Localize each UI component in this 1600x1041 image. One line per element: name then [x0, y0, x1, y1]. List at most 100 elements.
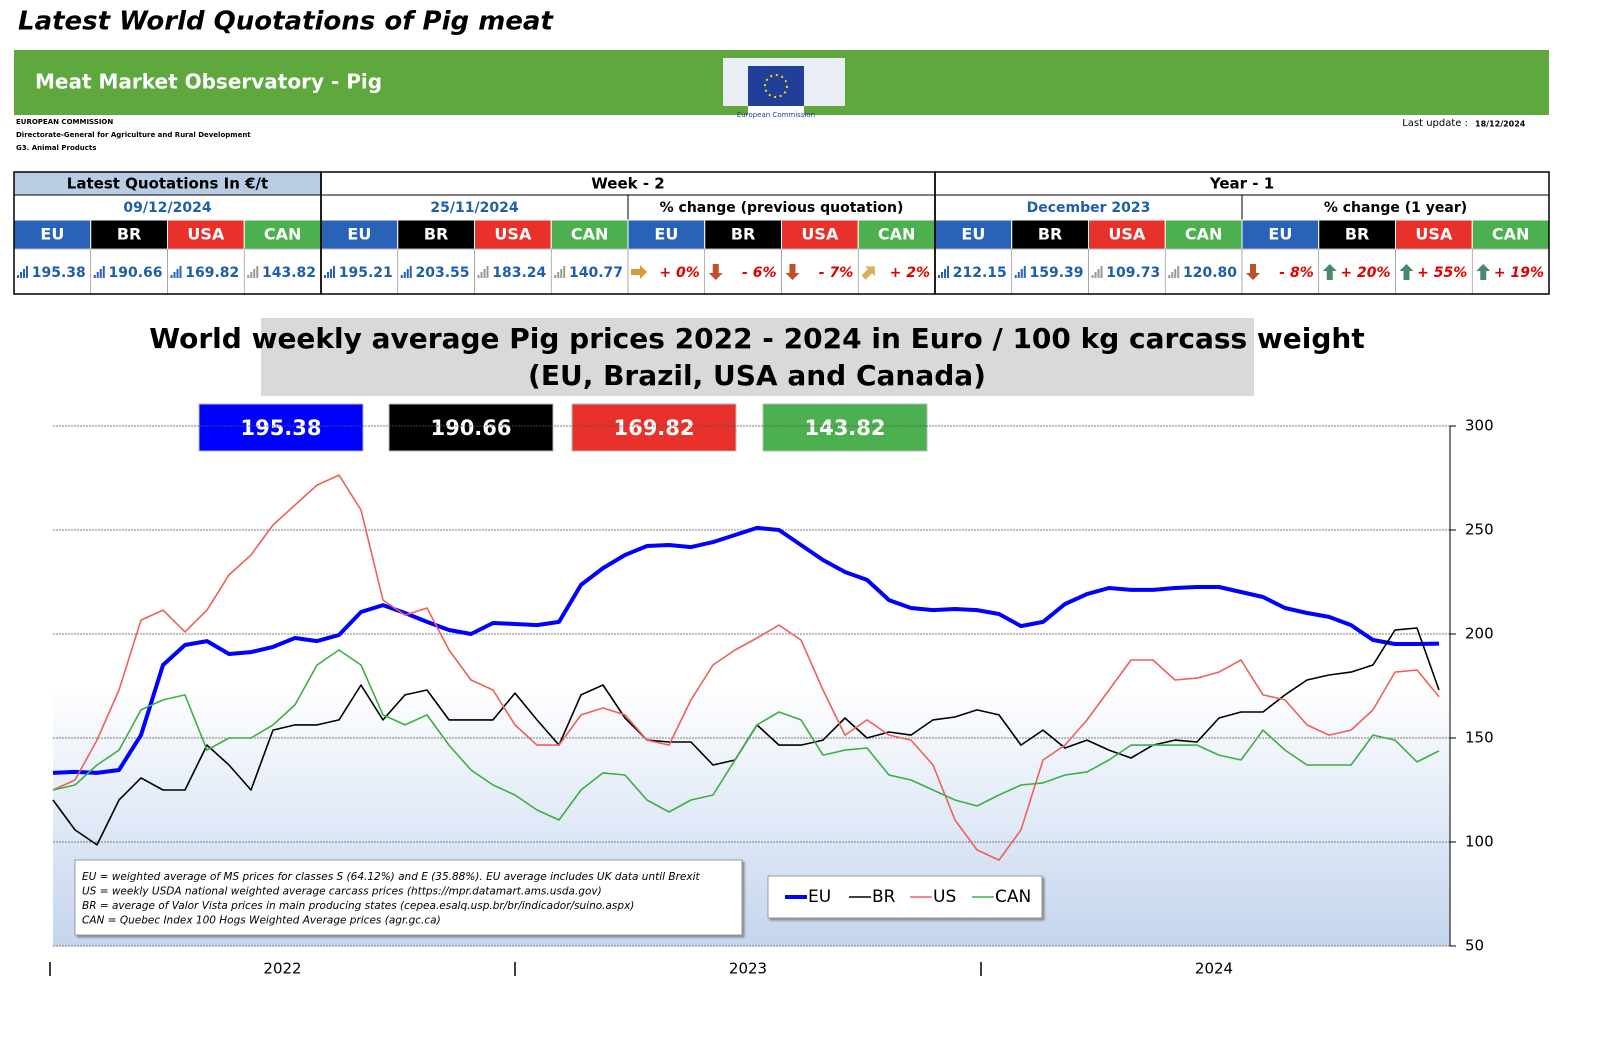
country-code: USA: [1415, 225, 1453, 244]
quotation-value: 212.15: [953, 265, 1007, 281]
quotation-value: 140.77: [569, 265, 623, 281]
legend-label: US: [933, 887, 956, 907]
x-tick-label: 2022: [263, 960, 301, 978]
y-tick-label: 200: [1465, 625, 1494, 643]
country-code: USA: [187, 225, 225, 244]
table-subheader-cell: [934, 194, 1243, 221]
country-cell: [1088, 219, 1166, 250]
bar-icon: [406, 269, 409, 278]
chart-title-box: [261, 318, 1254, 396]
bar-icon: [938, 275, 940, 278]
bar-icon: [250, 272, 253, 278]
bar-icon: [179, 266, 182, 278]
chart-title: World weekly average Pig prices 2022 - 2…: [149, 322, 1365, 355]
percent-change: + 0%: [659, 265, 699, 281]
country-code: CAN: [1185, 225, 1223, 244]
bar-icon: [96, 272, 99, 278]
legend-label: CAN: [995, 887, 1031, 907]
bar-icon: [409, 266, 412, 278]
table-group-header: Latest Quotations In €/t: [67, 175, 268, 193]
note: EU = weighted average of MS prices for c…: [82, 871, 701, 883]
bar-icon: [333, 266, 335, 278]
bar-icon: [1168, 275, 1171, 278]
legend-box: [767, 875, 1043, 919]
country-code: EU: [961, 225, 985, 244]
notes-box: [74, 859, 743, 936]
bar-icon: [1177, 266, 1180, 278]
bar-icon: [102, 266, 105, 278]
quotation-value: 195.21: [339, 265, 393, 281]
country-code: EU: [654, 225, 678, 244]
bar-icon: [477, 275, 480, 278]
percent-change: + 2%: [890, 265, 930, 281]
country-code: USA: [494, 225, 532, 244]
country-cell: [397, 219, 475, 250]
country-cell: [243, 219, 322, 250]
bar-icon: [1100, 266, 1103, 278]
y-tick-label: 150: [1465, 729, 1494, 747]
latest-box: [762, 403, 928, 452]
quotation-value: 109.73: [1106, 265, 1160, 281]
org-line: G3. Animal Products: [16, 144, 96, 152]
country-code: CAN: [264, 225, 302, 244]
bar-icon: [947, 266, 949, 278]
bar-icon: [400, 275, 403, 278]
quotation-value: 169.82: [185, 265, 239, 281]
quotation-value: 143.82: [262, 265, 316, 281]
last-update: 18/12/2024: [1475, 120, 1526, 129]
country-code: BR: [424, 225, 449, 244]
bar-icon: [324, 275, 326, 278]
table-group-header: Year - 1: [1209, 175, 1274, 193]
note: BR = average of Valor Vista prices in ma…: [82, 900, 634, 912]
trend-arrow: [861, 266, 875, 280]
bar-icon: [330, 269, 332, 278]
percent-change: - 7%: [819, 265, 853, 281]
bar-icon: [173, 272, 176, 278]
country-cell: [704, 219, 782, 250]
country-cell: [1011, 219, 1089, 250]
legend-label: EU: [808, 887, 831, 907]
series-line: [52, 525, 1440, 775]
bar-icon: [1174, 269, 1177, 278]
country-cell: [90, 219, 168, 250]
latest-value: 169.82: [613, 416, 694, 440]
percent-change: + 55%: [1417, 265, 1467, 281]
latest-value: 195.38: [240, 416, 321, 440]
table-group-border: [934, 171, 1550, 295]
country-cell: [167, 219, 245, 250]
logo: European Commission: [723, 58, 845, 128]
country-code: BR: [731, 225, 756, 244]
country-cell: [934, 219, 1013, 250]
bar-icon: [941, 272, 943, 278]
country-code: CAN: [571, 225, 609, 244]
last-update-label: Last update :: [1402, 118, 1468, 129]
country-cell: [1164, 219, 1243, 250]
country-code: USA: [1108, 225, 1146, 244]
bar-icon: [483, 269, 486, 278]
trend-arrow: [1476, 264, 1491, 280]
bar-icon: [554, 275, 557, 278]
banner-title: Meat Market Observatory - Pig: [35, 70, 382, 94]
table-subheader: % change (1 year): [1324, 200, 1467, 216]
percent-change: + 20%: [1340, 265, 1390, 281]
bar-icon: [176, 269, 179, 278]
country-code: EU: [1268, 225, 1292, 244]
percent-change: - 8%: [1279, 265, 1313, 281]
quotation-value: 159.39: [1029, 265, 1083, 281]
bar-icon: [480, 272, 483, 278]
bar-icon: [1017, 272, 1020, 278]
y-tick-label: 50: [1465, 937, 1484, 955]
table-group-header: Week - 2: [591, 175, 664, 193]
chart-subtitle: (EU, Brazil, USA and Canada): [528, 359, 986, 392]
org-line: Directorate-General for Agriculture and …: [16, 131, 251, 139]
org-line: EUROPEAN COMMISSION: [16, 118, 113, 126]
series-line: [52, 474, 1440, 861]
quotation-value: 195.38: [32, 265, 86, 281]
country-cell: [857, 219, 936, 250]
country-cell: [474, 219, 552, 250]
bar-icon: [563, 266, 566, 278]
latest-box: [198, 403, 364, 452]
latest-value: 190.66: [430, 416, 511, 440]
table-subheader-cell: [13, 194, 322, 221]
